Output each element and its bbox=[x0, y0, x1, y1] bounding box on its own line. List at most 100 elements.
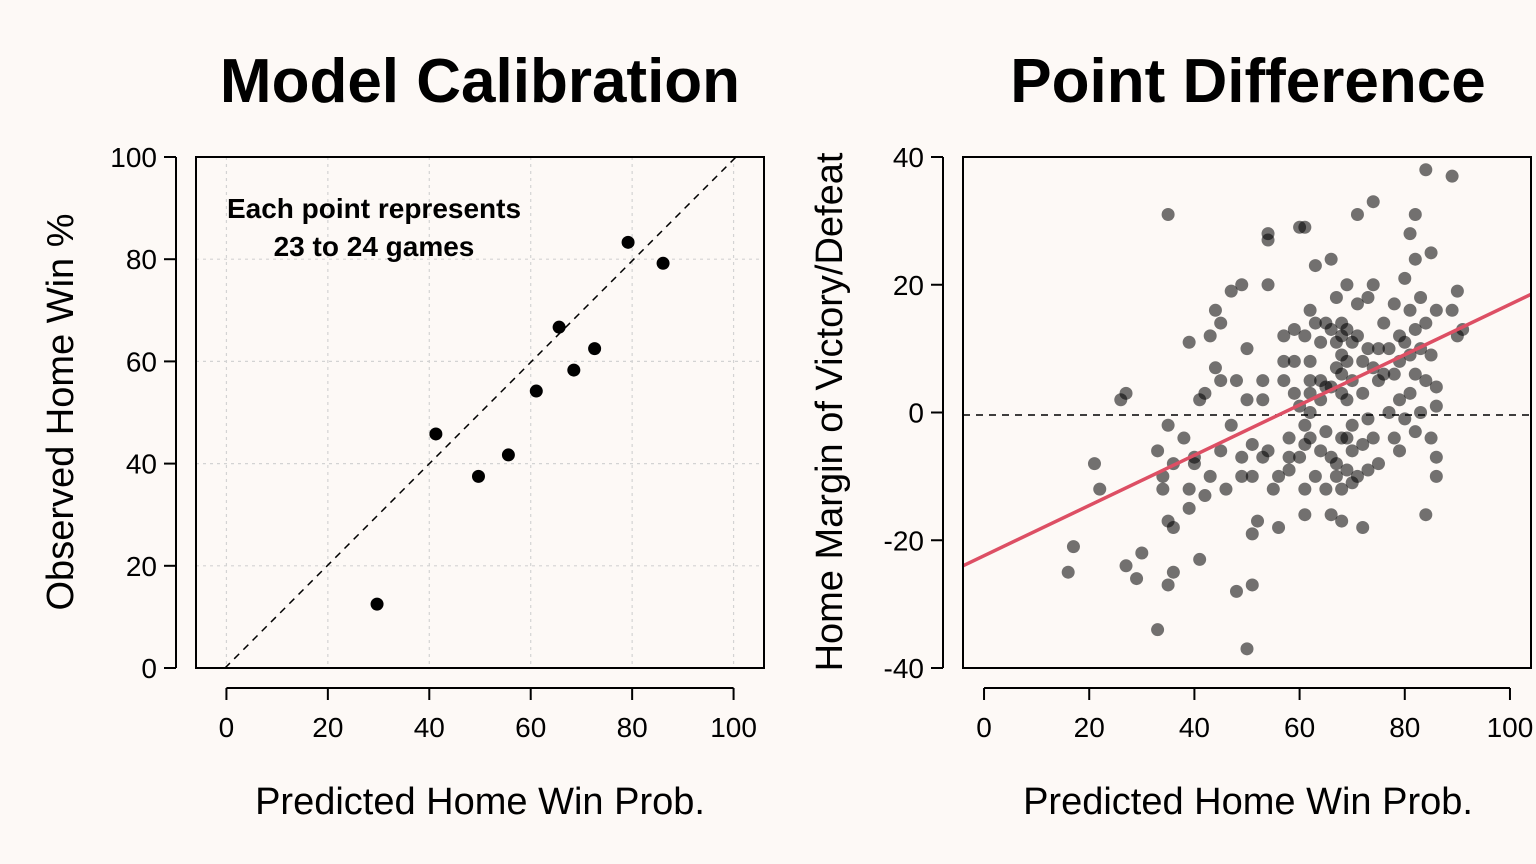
point-difference-point bbox=[1361, 342, 1375, 356]
point-difference-point bbox=[1335, 514, 1349, 528]
calibration-point bbox=[471, 469, 485, 483]
calibration-x-tick-label: 60 bbox=[515, 712, 546, 743]
calibration-point bbox=[370, 597, 384, 611]
calibration-y-tick-label: 20 bbox=[126, 551, 157, 582]
point-difference-point bbox=[1319, 425, 1333, 439]
point-difference-point bbox=[1340, 322, 1354, 336]
point-difference-point bbox=[1366, 431, 1380, 445]
point-difference-point bbox=[1424, 246, 1438, 260]
point-difference-point bbox=[1235, 469, 1249, 483]
point-difference-point bbox=[1324, 252, 1338, 266]
point-difference-point bbox=[1350, 207, 1364, 221]
point-difference-point bbox=[1303, 406, 1317, 419]
point-difference-point bbox=[1361, 412, 1375, 426]
point-difference-points bbox=[1061, 163, 1470, 656]
point-difference-point bbox=[1329, 457, 1343, 471]
point-difference-point bbox=[1403, 227, 1417, 241]
point-difference-point bbox=[1298, 418, 1312, 432]
point-difference-point bbox=[1377, 367, 1391, 381]
calibration-y-tick-label: 80 bbox=[126, 244, 157, 275]
point-difference-point bbox=[1340, 393, 1354, 407]
point-difference-x-tick-label: 60 bbox=[1284, 712, 1315, 743]
point-difference-point bbox=[1429, 380, 1443, 394]
point-difference-point bbox=[1329, 469, 1343, 483]
point-difference-y-tick-label: 20 bbox=[893, 270, 924, 301]
point-difference-point bbox=[1350, 469, 1364, 483]
point-difference-point bbox=[1298, 508, 1312, 522]
point-difference-point bbox=[1256, 374, 1270, 388]
point-difference-point bbox=[1282, 463, 1296, 477]
point-difference-point bbox=[1303, 354, 1317, 368]
point-difference-point bbox=[1214, 444, 1228, 458]
point-difference-point bbox=[1398, 335, 1412, 349]
point-difference-point bbox=[1319, 482, 1333, 496]
point-difference-point bbox=[1424, 348, 1438, 362]
point-difference-point bbox=[1308, 259, 1322, 273]
point-difference-point bbox=[1429, 399, 1443, 413]
point-difference-point bbox=[1229, 584, 1243, 598]
calibration-title: Model Calibration bbox=[220, 47, 740, 116]
point-difference-x-tick-label: 40 bbox=[1179, 712, 1210, 743]
point-difference-point bbox=[1208, 303, 1222, 317]
calibration-points bbox=[370, 235, 670, 611]
point-difference-point bbox=[1166, 520, 1180, 534]
calibration-point bbox=[429, 427, 443, 441]
point-difference-point bbox=[1419, 508, 1433, 522]
point-difference-point bbox=[1261, 278, 1275, 292]
point-difference-y-axis: -40 -20 0 20 40 bbox=[884, 142, 944, 684]
point-difference-point bbox=[1429, 303, 1443, 317]
point-difference-point bbox=[1329, 291, 1343, 305]
point-difference-point bbox=[1377, 316, 1391, 330]
point-difference-point bbox=[1324, 322, 1338, 336]
point-difference-point bbox=[1419, 163, 1433, 177]
point-difference-point bbox=[1366, 195, 1380, 209]
point-difference-plot-frame bbox=[962, 156, 1532, 669]
point-difference-point bbox=[1161, 207, 1175, 221]
point-difference-point bbox=[1429, 469, 1443, 483]
point-difference-point bbox=[1135, 546, 1149, 560]
point-difference-point bbox=[1229, 374, 1243, 388]
point-difference-point bbox=[1203, 329, 1217, 343]
point-difference-point bbox=[1366, 278, 1380, 292]
calibration-y-tick-label: 40 bbox=[126, 449, 157, 480]
point-difference-x-tick-label: 0 bbox=[976, 712, 992, 743]
point-difference-point bbox=[1240, 642, 1254, 656]
point-difference-point bbox=[1445, 303, 1459, 317]
point-difference-x-axis-title: Predicted Home Win Prob. bbox=[1023, 781, 1473, 823]
point-difference-point bbox=[1166, 565, 1180, 579]
point-difference-point bbox=[1335, 367, 1349, 381]
point-difference-point bbox=[1156, 482, 1170, 496]
point-difference-point bbox=[1345, 444, 1359, 458]
point-difference-fit-line bbox=[962, 292, 1532, 568]
point-difference-point bbox=[1324, 508, 1338, 522]
point-difference-point bbox=[1345, 418, 1359, 432]
point-difference-y-tick-label: 40 bbox=[893, 142, 924, 173]
calibration-point bbox=[552, 320, 566, 334]
calibration-point bbox=[656, 256, 670, 270]
point-difference-point bbox=[1240, 393, 1254, 407]
calibration-annotation-line-1: Each point represents bbox=[227, 193, 521, 224]
calibration-point bbox=[567, 363, 581, 377]
point-difference-point bbox=[1261, 444, 1275, 458]
point-difference-point bbox=[1445, 169, 1459, 183]
calibration-x-tick-label: 80 bbox=[617, 712, 648, 743]
point-difference-point bbox=[1219, 482, 1233, 496]
point-difference-point bbox=[1308, 469, 1322, 483]
point-difference-point bbox=[1261, 227, 1275, 241]
point-difference-point bbox=[1151, 444, 1165, 458]
calibration-x-axis: 0 20 40 60 80 100 bbox=[219, 687, 757, 743]
calibration-y-axis: 0 20 40 60 80 100 bbox=[110, 142, 177, 684]
point-difference-x-tick-label: 80 bbox=[1389, 712, 1420, 743]
point-difference-chart: Point Difference 0 20 40 60 80 100 -40 -20 0 20 4… bbox=[809, 47, 1533, 823]
point-difference-point bbox=[1387, 431, 1401, 445]
point-difference-point bbox=[1093, 482, 1107, 496]
point-difference-point bbox=[1235, 450, 1249, 464]
point-difference-point bbox=[1245, 527, 1259, 541]
calibration-point bbox=[501, 448, 515, 462]
point-difference-point bbox=[1272, 520, 1286, 534]
point-difference-point bbox=[1340, 431, 1354, 445]
point-difference-point bbox=[1130, 572, 1144, 586]
point-difference-point bbox=[1356, 520, 1370, 534]
point-difference-point bbox=[1198, 489, 1212, 503]
point-difference-point bbox=[1240, 342, 1254, 356]
